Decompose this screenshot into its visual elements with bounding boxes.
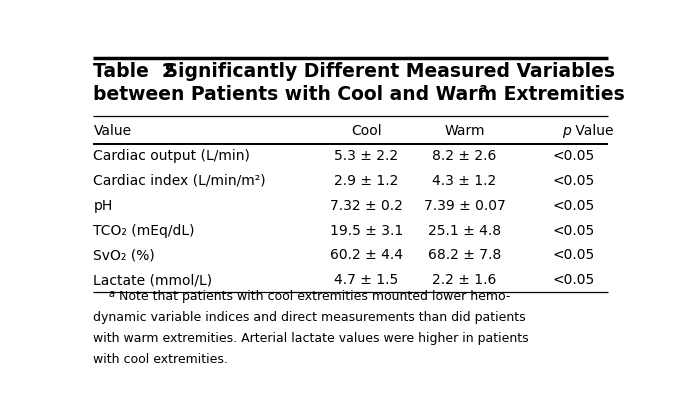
Text: <0.05: <0.05	[552, 199, 594, 213]
Text: TCO₂ (mEq/dL): TCO₂ (mEq/dL)	[94, 224, 195, 238]
Text: <0.05: <0.05	[552, 273, 594, 287]
Text: <0.05: <0.05	[552, 149, 594, 163]
Text: pH: pH	[94, 199, 113, 213]
Text: Significantly Different Measured Variables: Significantly Different Measured Variabl…	[158, 62, 615, 81]
Text: with cool extremities.: with cool extremities.	[94, 353, 228, 366]
Text: Value: Value	[570, 124, 613, 138]
Text: Table  2: Table 2	[94, 62, 175, 81]
Text: between Patients with Cool and Warm Extremities: between Patients with Cool and Warm Extr…	[94, 85, 625, 104]
Text: p: p	[562, 124, 570, 138]
Text: 25.1 ± 4.8: 25.1 ± 4.8	[428, 224, 501, 238]
Text: <0.05: <0.05	[552, 248, 594, 262]
Text: a: a	[109, 289, 115, 299]
Text: 60.2 ± 4.4: 60.2 ± 4.4	[330, 248, 403, 262]
Text: 7.39 ± 0.07: 7.39 ± 0.07	[423, 199, 505, 213]
Text: 2.2 ± 1.6: 2.2 ± 1.6	[432, 273, 497, 287]
Text: Warm: Warm	[445, 124, 485, 138]
Text: Cardiac index (L/min/m²): Cardiac index (L/min/m²)	[94, 174, 266, 188]
Text: <0.05: <0.05	[552, 224, 594, 238]
Text: 8.2 ± 2.6: 8.2 ± 2.6	[432, 149, 497, 163]
Text: Lactate (mmol/L): Lactate (mmol/L)	[94, 273, 213, 287]
Text: 2.9 ± 1.2: 2.9 ± 1.2	[334, 174, 399, 188]
Text: Cardiac output (L/min): Cardiac output (L/min)	[94, 149, 250, 163]
Text: 4.7 ± 1.5: 4.7 ± 1.5	[334, 273, 399, 287]
Text: SvO₂ (%): SvO₂ (%)	[94, 248, 155, 262]
Text: 19.5 ± 3.1: 19.5 ± 3.1	[330, 224, 403, 238]
Text: 7.32 ± 0.2: 7.32 ± 0.2	[330, 199, 403, 213]
Text: 4.3 ± 1.2: 4.3 ± 1.2	[432, 174, 497, 188]
Text: Note that patients with cool extremities mounted lower hemo-: Note that patients with cool extremities…	[115, 291, 510, 304]
Text: <0.05: <0.05	[552, 174, 594, 188]
Text: Cool: Cool	[351, 124, 382, 138]
Text: 5.3 ± 2.2: 5.3 ± 2.2	[334, 149, 399, 163]
Text: Value: Value	[94, 124, 131, 138]
Text: a: a	[478, 82, 486, 95]
Text: 68.2 ± 7.8: 68.2 ± 7.8	[428, 248, 501, 262]
Text: dynamic variable indices and direct measurements than did patients: dynamic variable indices and direct meas…	[94, 311, 526, 324]
Text: with warm extremities. Arterial lactate values were higher in patients: with warm extremities. Arterial lactate …	[94, 332, 529, 345]
